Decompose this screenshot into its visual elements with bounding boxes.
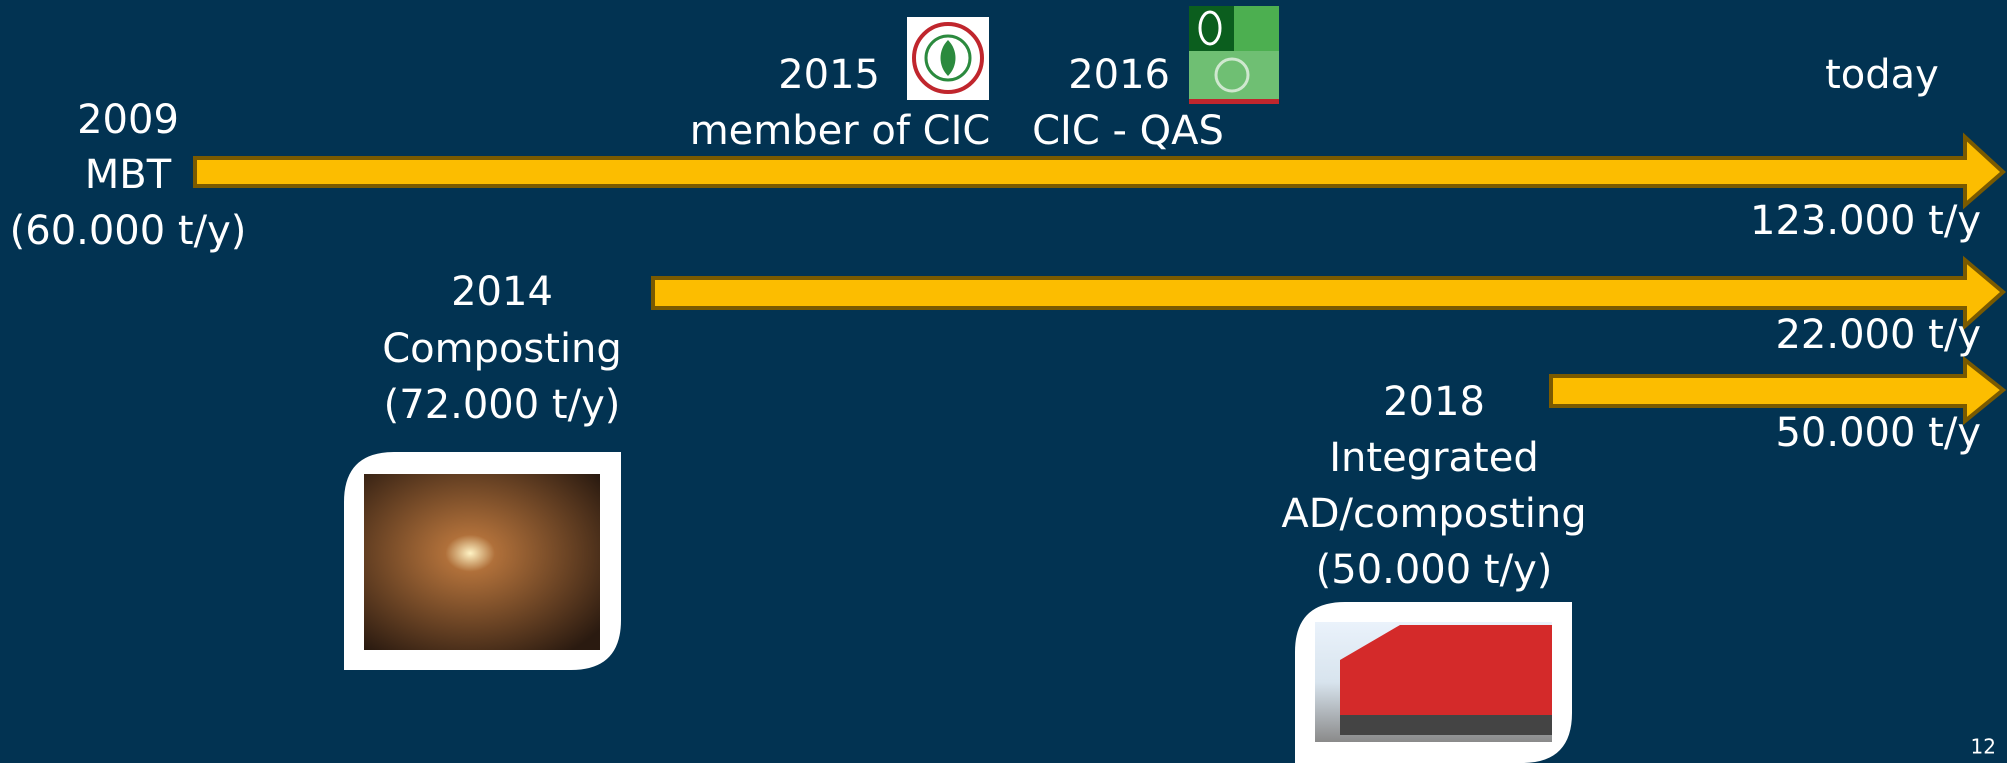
capacity-label: 22.000 t/y (1775, 312, 1981, 358)
page-number: 12 (1971, 735, 1996, 759)
capacity-label: 50.000 t/y (1775, 410, 1981, 456)
milestone-text: member of CIC (690, 108, 991, 154)
milestone-year: 2009 (77, 97, 179, 143)
timeline-end: today (1825, 52, 1939, 98)
milestone-text: (60.000 t/y) (10, 208, 247, 254)
composting-photo (344, 452, 621, 670)
milestone-text: MBT (85, 152, 172, 198)
slide: 2009 MBT (60.000 t/y) 2015 member of CIC 2016… (0, 0, 2007, 763)
milestone-text: (50.000 t/y) (1316, 547, 1553, 593)
qas-logo (1189, 6, 1279, 104)
capacity-label: 123.000 t/y (1750, 198, 1981, 244)
milestone-text: Composting (382, 326, 622, 372)
milestone-year: 2018 (1383, 379, 1485, 425)
cic-logo (907, 17, 989, 100)
milestone-year: 2016 (1068, 52, 1170, 98)
page: {"timeline": { "milestones": [ {"year": … (0, 0, 2007, 763)
milestone-text: Integrated (1329, 435, 1538, 481)
milestone-text: CIC - QAS (1032, 108, 1224, 154)
milestone-text: AD/composting (1281, 491, 1586, 537)
ad-plant-photo (1295, 602, 1572, 763)
milestone-text: (72.000 t/y) (384, 382, 621, 428)
milestone-year: 2015 (778, 52, 880, 98)
milestone-year: 2014 (451, 269, 553, 315)
